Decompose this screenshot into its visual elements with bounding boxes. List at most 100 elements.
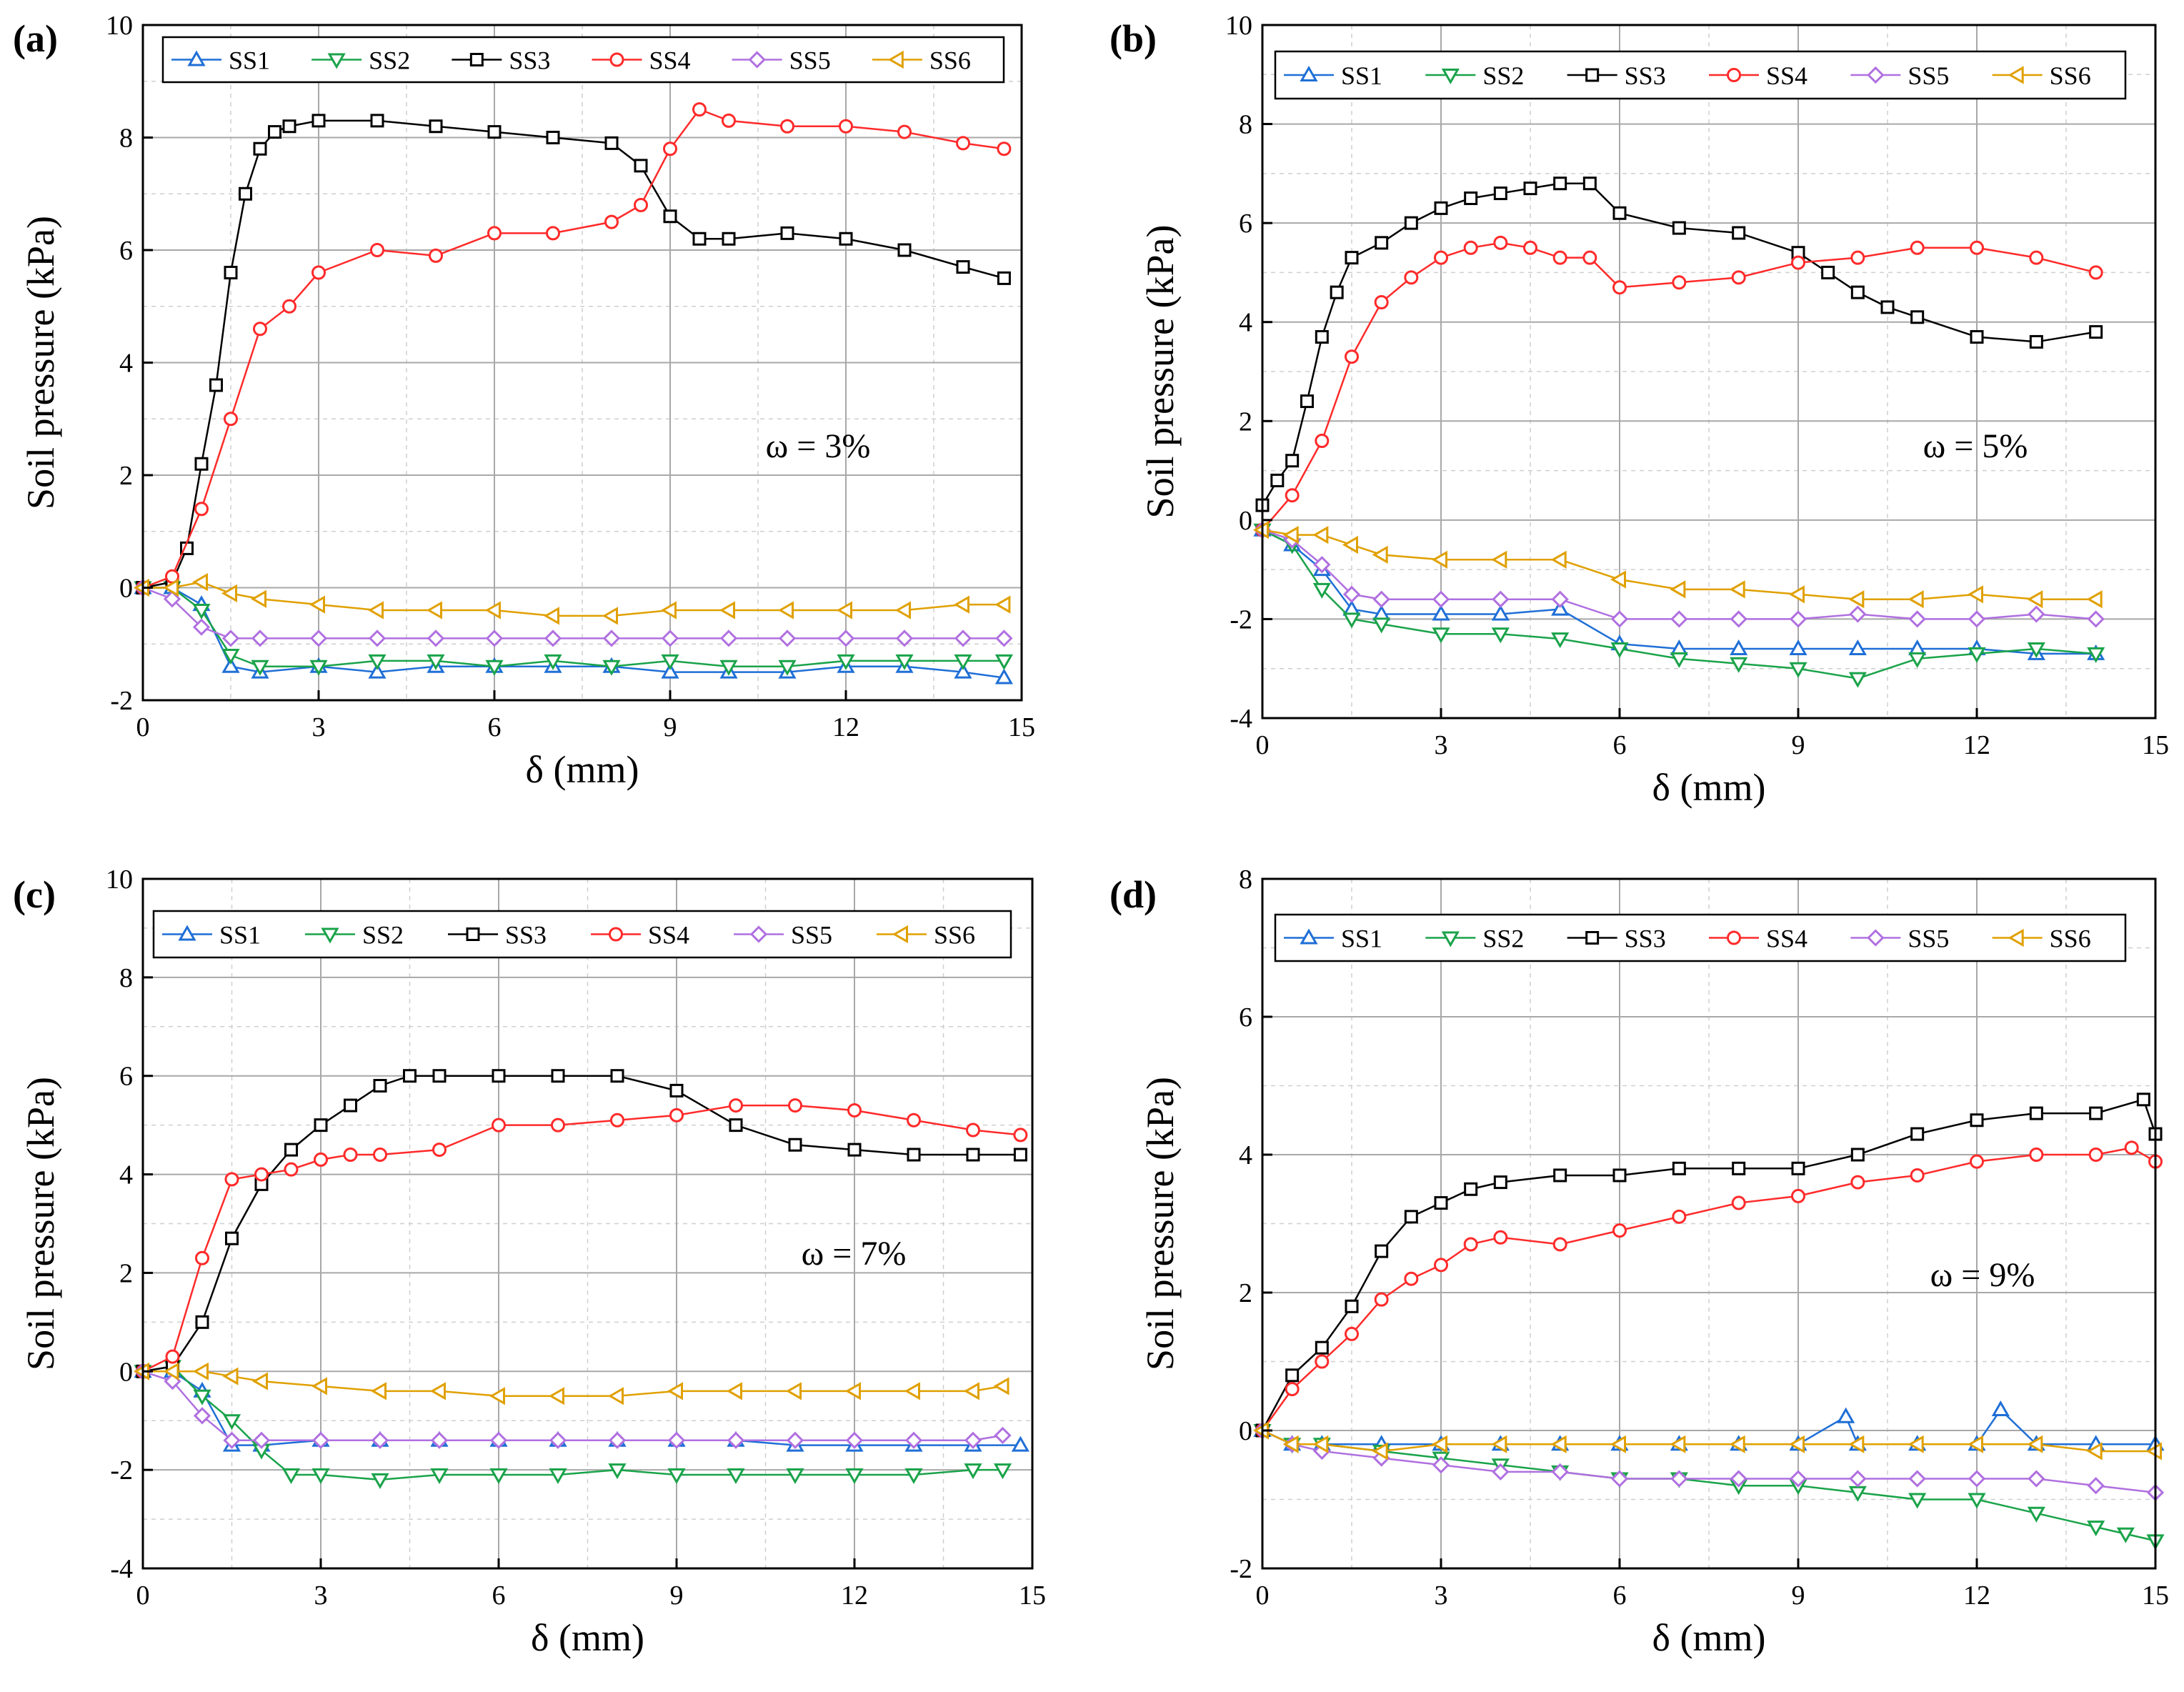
data-point-ss6 [543, 607, 559, 625]
data-point-ss5 [1551, 590, 1569, 608]
data-point-ss3 [429, 119, 443, 134]
data-point-ss4 [966, 1123, 980, 1138]
data-point-ss4 [311, 265, 326, 280]
panel-label: (d) [1110, 873, 1157, 916]
legend-marker-ss6 [887, 50, 904, 69]
data-point-ss1 [994, 668, 1013, 685]
data-point-ss3 [2089, 1106, 2103, 1120]
legend-marker-ss3 [1585, 68, 1600, 82]
y-tick-label: -2 [110, 1455, 133, 1486]
data-point-ss2 [845, 1468, 864, 1485]
data-point-ss5 [251, 629, 269, 647]
y-tick-label: 2 [119, 1258, 133, 1288]
legend-marker-ss1 [187, 50, 206, 66]
data-point-ss3 [1582, 176, 1597, 191]
data-point-ss1 [1491, 604, 1510, 621]
legend-label-ss1: SS1 [1341, 925, 1382, 953]
x-axis-title: δ (mm) [1652, 1616, 1766, 1659]
series-ss4 [1255, 235, 2103, 537]
data-point-ss4 [1493, 1230, 1508, 1245]
data-point-ss3 [1315, 1340, 1329, 1355]
data-point-ss3 [194, 457, 209, 471]
data-point-ss4 [1434, 250, 1448, 265]
data-point-ss4 [1493, 235, 1508, 250]
data-point-ss6 [836, 601, 852, 619]
data-point-ss4 [487, 226, 502, 241]
data-point-ss3 [1672, 1161, 1686, 1175]
data-point-ss6 [2086, 590, 2103, 609]
data-point-ss4 [546, 226, 560, 241]
data-point-ss4 [224, 412, 238, 427]
x-tick-label: 15 [2142, 730, 2169, 760]
y-tick-label: 10 [106, 865, 133, 895]
y-tick-label: 10 [106, 11, 133, 41]
data-point-ss5 [786, 1431, 804, 1449]
data-point-ss3 [1523, 181, 1537, 196]
data-point-ss6 [1372, 1442, 1388, 1460]
data-point-ss2 [489, 1468, 508, 1485]
data-point-ss5 [163, 590, 181, 608]
data-point-ss2 [1968, 1493, 1986, 1509]
series-ss6 [1252, 1421, 2162, 1460]
data-point-ss5 [1968, 1470, 1986, 1488]
series-ss5 [134, 579, 1013, 647]
data-point-ss1 [1837, 1407, 1855, 1423]
data-point-ss6 [426, 601, 442, 619]
x-tick-label: 15 [1019, 1581, 1046, 1611]
data-point-ss4 [1731, 270, 1746, 285]
data-point-ss5 [544, 629, 562, 647]
data-point-ss2 [309, 660, 328, 676]
data-point-ss5 [837, 629, 855, 647]
data-point-ss6 [367, 601, 384, 619]
data-point-ss2 [837, 654, 855, 670]
legend-marker-ss6 [2008, 66, 2024, 84]
data-point-ss6 [1491, 550, 1507, 569]
panel-label: (a) [13, 17, 58, 60]
data-point-ss3 [1821, 265, 1835, 279]
legend-label-ss1: SS1 [229, 46, 270, 75]
legend-label-ss5: SS5 [1908, 925, 1949, 953]
series-ss5 [134, 1363, 1012, 1449]
legend-label-ss6: SS6 [934, 921, 975, 950]
data-point-ss6 [660, 601, 677, 619]
chart-panel-b: 0 3 6 9 12 15 -4 -2 0 2 4 6 8 10 δ (mm) Soil pressure (… [1110, 11, 2169, 809]
x-tick-label: 6 [1613, 1581, 1627, 1611]
x-tick-label: 12 [832, 712, 859, 742]
x-tick-label: 9 [1792, 1581, 1805, 1611]
data-point-ss5 [727, 1431, 745, 1449]
legend-label-ss4: SS4 [1766, 925, 1807, 953]
data-point-ss6 [309, 595, 325, 614]
y-tick-label: 0 [1239, 1416, 1252, 1446]
data-point-ss3 [2029, 1106, 2043, 1120]
data-point-ss4 [663, 141, 677, 156]
data-point-ss1 [368, 662, 387, 679]
data-point-ss5 [667, 1431, 686, 1449]
data-point-ss6 [667, 1382, 683, 1400]
data-point-ss3 [663, 209, 677, 224]
data-point-ss4 [722, 113, 736, 128]
series-ss1 [134, 1362, 1029, 1452]
data-point-ss5 [1342, 585, 1361, 603]
data-point-ss4 [1731, 1195, 1746, 1210]
data-point-ss5 [1610, 610, 1629, 628]
x-tick-label: 9 [664, 712, 677, 742]
x-tick-label: 3 [1435, 730, 1448, 760]
data-point-ss3 [1375, 1244, 1389, 1258]
data-point-ss3 [224, 266, 238, 279]
data-point-ss2 [485, 660, 504, 676]
legend-label-ss3: SS3 [505, 921, 547, 950]
data-point-ss1 [1432, 604, 1450, 621]
data-point-ss2 [993, 1463, 1012, 1480]
series-ss2 [134, 1360, 1012, 1489]
data-point-ss4 [165, 1349, 180, 1364]
series-ss1 [1253, 1400, 2165, 1451]
data-point-ss3 [1300, 394, 1314, 409]
legend-marker-ss4 [609, 52, 624, 67]
data-point-ss4 [194, 502, 209, 517]
legend-marker-ss5 [749, 925, 768, 943]
data-point-ss6 [191, 573, 208, 592]
data-point-ss2 [2087, 1521, 2105, 1537]
data-point-ss5 [549, 1431, 567, 1449]
data-point-ss3 [907, 1148, 921, 1162]
data-point-ss4 [343, 1148, 358, 1162]
